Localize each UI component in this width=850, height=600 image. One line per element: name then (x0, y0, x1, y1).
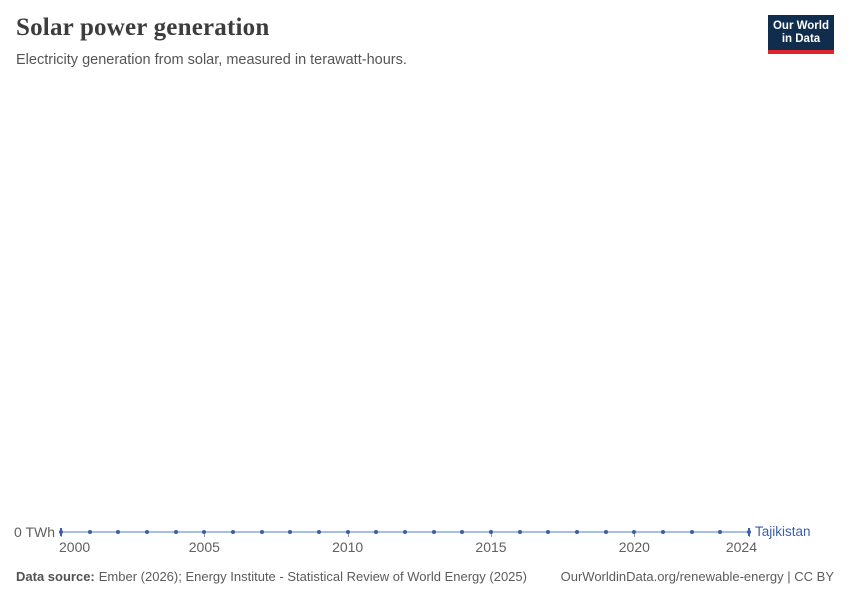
data-point (145, 530, 149, 534)
data-point (403, 530, 407, 534)
data-point (632, 530, 637, 534)
data-point (317, 530, 321, 534)
data-point (288, 530, 293, 534)
x-tick-label: 2024 (725, 539, 757, 555)
data-point (374, 530, 379, 534)
x-tick-label: 2015 (475, 539, 507, 555)
chart-subtitle: Electricity generation from solar, measu… (16, 52, 407, 68)
series-label-tajikistan: Tajikistan (755, 524, 811, 539)
x-tick-label: 2010 (332, 539, 364, 555)
owid-logo: Our World in Data (768, 15, 834, 54)
data-point (575, 530, 579, 534)
data-point (202, 530, 207, 534)
x-tick (634, 533, 635, 537)
data-source-text: Ember (2026); Energy Institute - Statist… (98, 569, 527, 584)
owid-logo-line2: in Data (781, 33, 821, 45)
data-point (87, 530, 92, 534)
data-point (689, 530, 694, 534)
data-point (718, 530, 723, 534)
data-source-note: Data source: Ember (2026); Energy Institu… (16, 569, 527, 584)
data-point (517, 530, 522, 534)
owid-logo-line1: Our World (772, 20, 829, 32)
data-point (460, 530, 465, 534)
chart-footer: Data source: Ember (2026); Energy Institu… (16, 569, 834, 587)
data-point (173, 530, 178, 534)
data-point (345, 530, 350, 534)
data-point (431, 530, 436, 534)
x-tick-label: 2005 (188, 539, 220, 555)
data-point (231, 530, 235, 534)
series-end-cap (748, 528, 750, 536)
x-tick-label: 2020 (618, 539, 650, 555)
x-tick (491, 533, 492, 537)
page-title: Solar power generation (16, 14, 270, 41)
credit-link[interactable]: OurWorldinData.org/renewable-energy | CC… (560, 569, 834, 584)
data-point (259, 530, 264, 534)
x-tick (348, 533, 349, 537)
data-point (116, 530, 121, 534)
x-tick (204, 533, 205, 537)
series-end-cap (60, 528, 62, 536)
data-point (489, 530, 493, 534)
x-tick-label: 2000 (59, 539, 91, 555)
data-source-label: Data source: (16, 569, 95, 584)
y-axis-zero-label: 0 TWh (14, 524, 55, 540)
data-point (603, 530, 608, 534)
data-point (546, 530, 551, 534)
data-point (661, 530, 665, 534)
